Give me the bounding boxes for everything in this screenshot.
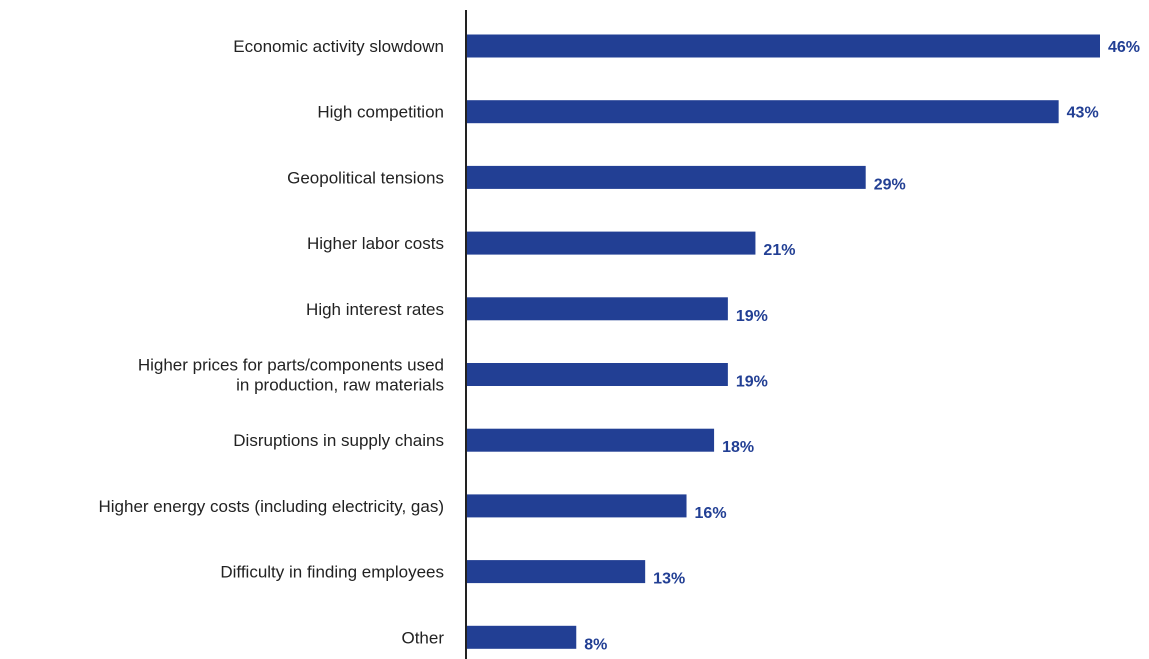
category-label: High interest rates [306,300,444,319]
bars-group [466,34,1100,649]
category-label-line: High interest rates [306,300,444,319]
bar [466,165,866,189]
bar-value-label: 19% [736,308,768,325]
value-labels-group: 46% 43% 29% 21% 19% 19% 18% 16% 13% 8% [584,39,1140,653]
category-label-line: Geopolitical tensions [287,168,444,187]
bar-value-label: 21% [763,242,795,259]
bar-value-label: 29% [874,176,906,193]
category-label-line: Disruptions in supply chains [233,431,444,450]
bar-value-label: 43% [1067,105,1099,122]
category-label-line: High competition [317,103,444,122]
category-label: Disruptions in supply chains [233,431,444,450]
category-label: Economic activity slowdown [233,37,444,56]
bar [466,231,756,255]
bar [466,363,728,386]
bar-value-label: 16% [695,505,727,522]
category-label: Other [401,628,444,647]
bar-value-label: 8% [584,636,607,653]
bar [466,625,577,649]
bar-value-label: 13% [653,571,685,588]
category-label-line: Difficulty in finding employees [220,563,444,582]
category-label-line: Higher energy costs (including electrici… [99,497,445,516]
category-label-line: Other [401,628,444,647]
category-label: Difficulty in finding employees [220,563,444,582]
category-label: Higher labor costs [307,234,444,253]
bar-value-label: 18% [722,439,754,456]
bar [466,494,687,518]
category-label-line: Higher labor costs [307,234,444,253]
category-label: Higher energy costs (including electrici… [99,497,445,516]
bar [466,560,646,584]
category-labels-group: Economic activity slowdown High competiti… [99,37,445,647]
category-label-line: Higher prices for parts/components used [138,356,444,375]
bar [466,428,715,452]
category-label-line: Economic activity slowdown [233,37,444,56]
bar [466,100,1059,124]
category-label: High competition [317,103,444,122]
bar-value-label: 19% [736,374,768,391]
bar [466,34,1100,58]
category-label: Higher prices for parts/components used i… [138,356,444,395]
category-label: Geopolitical tensions [287,168,444,187]
category-label-line: in production, raw materials [236,376,444,395]
bar-value-label: 46% [1108,39,1140,56]
bar [466,297,728,321]
